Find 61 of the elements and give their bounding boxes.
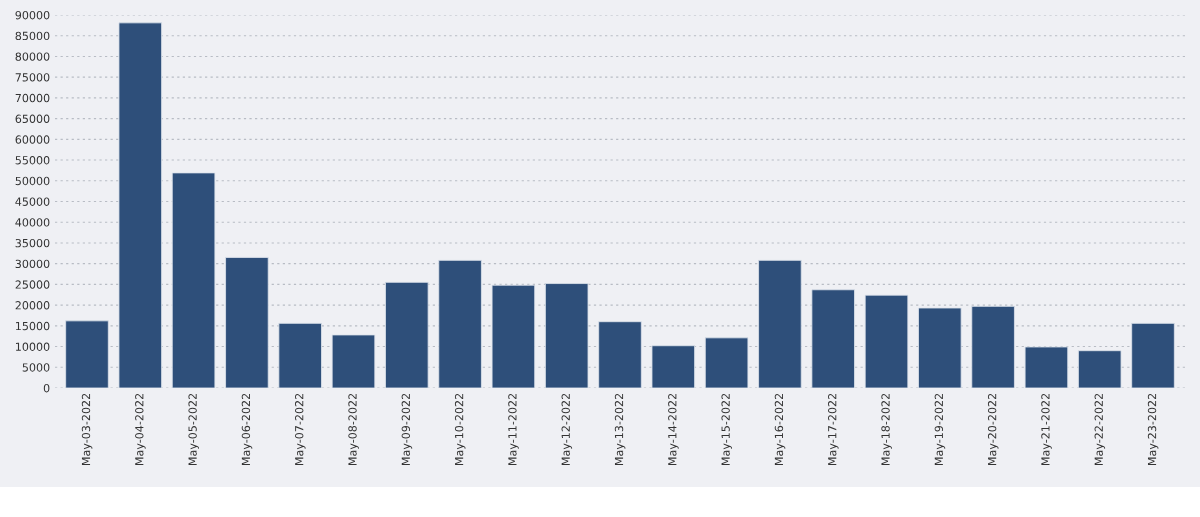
y-tick-label: 30000 bbox=[15, 259, 50, 269]
y-tick-label: 75000 bbox=[15, 73, 50, 82]
y-tick-label: 65000 bbox=[15, 114, 50, 123]
bar bbox=[544, 283, 589, 388]
x-tick-label: May-08-2022 bbox=[348, 393, 359, 465]
bar bbox=[225, 257, 269, 388]
y-tick-label: 0 bbox=[43, 383, 50, 393]
x-tick-label: May-11-2022 bbox=[508, 393, 519, 465]
x-tick-label: May-07-2022 bbox=[295, 393, 306, 465]
x-tick-label: May-09-2022 bbox=[401, 393, 413, 465]
y-tick-label: 20000 bbox=[15, 301, 50, 310]
y-tick-label: 15000 bbox=[16, 321, 50, 331]
bar bbox=[171, 172, 216, 388]
bar bbox=[278, 322, 322, 388]
y-tick-label: 80000 bbox=[15, 52, 50, 61]
x-tick-label: May-19-2022 bbox=[934, 393, 946, 465]
y-tick-label: 25000 bbox=[15, 280, 50, 289]
bar bbox=[811, 289, 855, 388]
bar bbox=[864, 294, 909, 388]
y-tick-label: 45000 bbox=[15, 197, 50, 206]
bar bbox=[491, 284, 536, 388]
bar bbox=[118, 22, 163, 388]
x-tick-label: May-03-2022 bbox=[81, 393, 93, 465]
x-tick-label: May-23-2022 bbox=[1147, 393, 1159, 465]
y-tick-label: 55000 bbox=[15, 156, 50, 165]
x-tick-label: May-14-2022 bbox=[668, 393, 679, 465]
y-tick-label: 70000 bbox=[15, 93, 50, 103]
bar bbox=[1024, 346, 1069, 388]
x-tick-label: May-10-2022 bbox=[454, 393, 466, 465]
x-tick-label: May-17-2022 bbox=[828, 393, 839, 465]
bar bbox=[971, 305, 1015, 388]
bar bbox=[598, 321, 642, 388]
x-tick-label: May-12-2022 bbox=[561, 393, 573, 465]
x-tick-label: May-04-2022 bbox=[135, 393, 146, 465]
y-tick-label: 35000 bbox=[15, 238, 50, 248]
x-tick-label: May-20-2022 bbox=[987, 393, 999, 465]
bar bbox=[438, 259, 482, 388]
x-tick-label: May-22-2022 bbox=[1094, 393, 1106, 465]
bar bbox=[1077, 350, 1122, 388]
y-tick-label: 85000 bbox=[15, 31, 50, 41]
bar bbox=[758, 259, 802, 388]
y-tick-label: 40000 bbox=[15, 218, 50, 227]
x-tick-label: May-06-2022 bbox=[241, 393, 253, 465]
x-tick-label: May-05-2022 bbox=[188, 393, 199, 465]
x-tick-label: May-21-2022 bbox=[1041, 393, 1052, 465]
bar bbox=[331, 334, 376, 388]
y-tick-label: 90000 bbox=[15, 10, 50, 20]
x-tick-label: May-16-2022 bbox=[774, 393, 786, 465]
y-tick-label: 50000 bbox=[15, 176, 50, 186]
bar bbox=[65, 320, 109, 388]
bar bbox=[385, 281, 429, 388]
x-tick-label: May-13-2022 bbox=[614, 393, 626, 465]
y-tick-label: 10000 bbox=[16, 342, 50, 351]
bar bbox=[918, 307, 962, 388]
y-tick-label: 60000 bbox=[15, 135, 50, 144]
x-tick-label: May-15-2022 bbox=[721, 393, 732, 465]
bar bbox=[651, 345, 696, 388]
x-tick-label: May-18-2022 bbox=[881, 393, 892, 465]
y-tick-label: 5000 bbox=[22, 363, 50, 372]
bar bbox=[1131, 322, 1175, 388]
bar bbox=[704, 337, 749, 388]
